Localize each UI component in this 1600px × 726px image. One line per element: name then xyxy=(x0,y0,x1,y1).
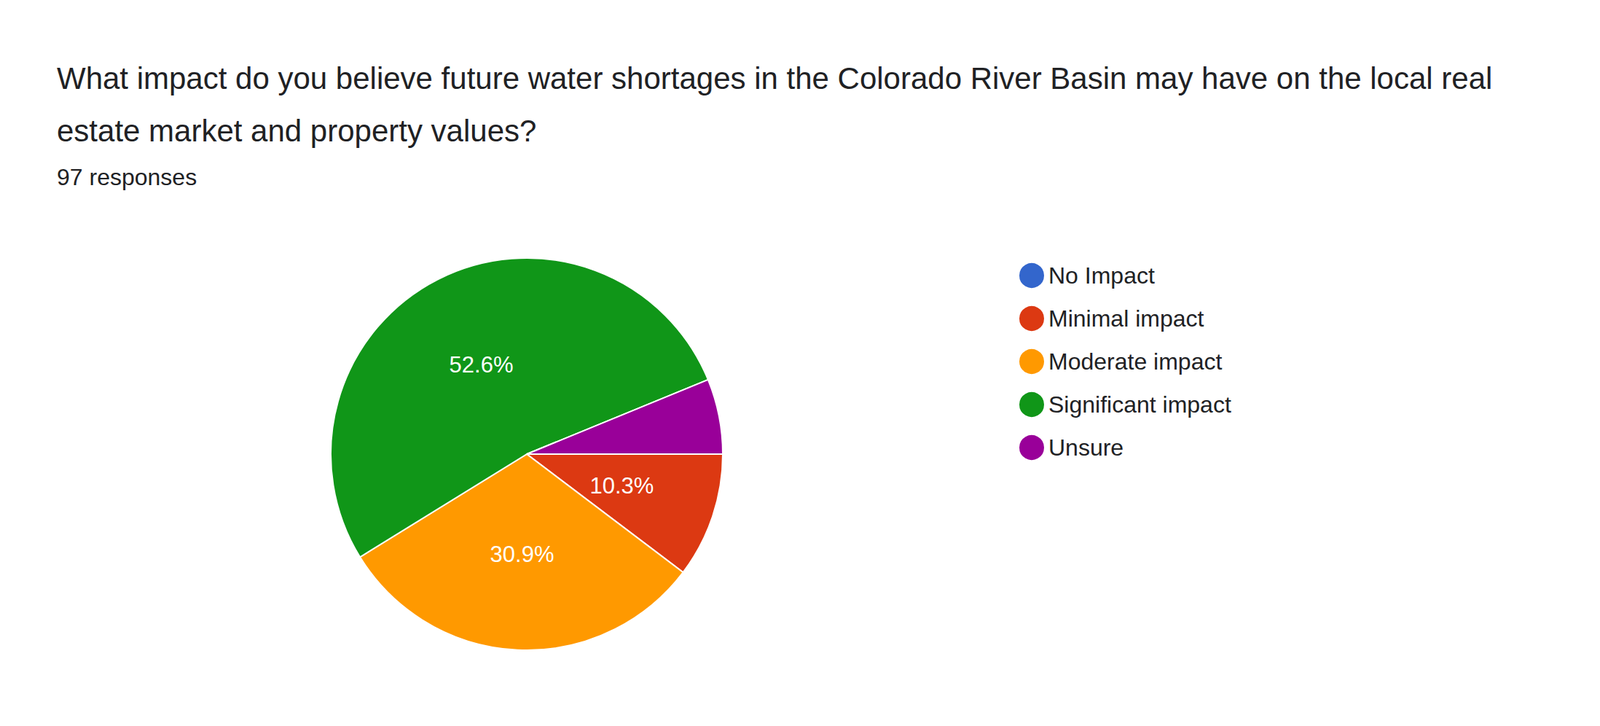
svg-text:Unsure: Unsure xyxy=(1048,434,1124,461)
svg-text:52.6%: 52.6% xyxy=(449,351,514,378)
svg-text:No Impact: No Impact xyxy=(1048,262,1155,289)
svg-text:What impact do you believe fut: What impact do you believe future water … xyxy=(56,61,1501,96)
svg-text:30.9%: 30.9% xyxy=(490,541,555,567)
svg-text:Moderate impact: Moderate impact xyxy=(1048,348,1222,375)
svg-text:97 responses: 97 responses xyxy=(56,163,197,191)
svg-text:estate market and property val: estate market and property values? xyxy=(56,113,537,148)
svg-text:Significant impact: Significant impact xyxy=(1048,391,1232,418)
svg-text:10.3%: 10.3% xyxy=(589,472,654,499)
svg-text:Minimal impact: Minimal impact xyxy=(1048,305,1204,332)
